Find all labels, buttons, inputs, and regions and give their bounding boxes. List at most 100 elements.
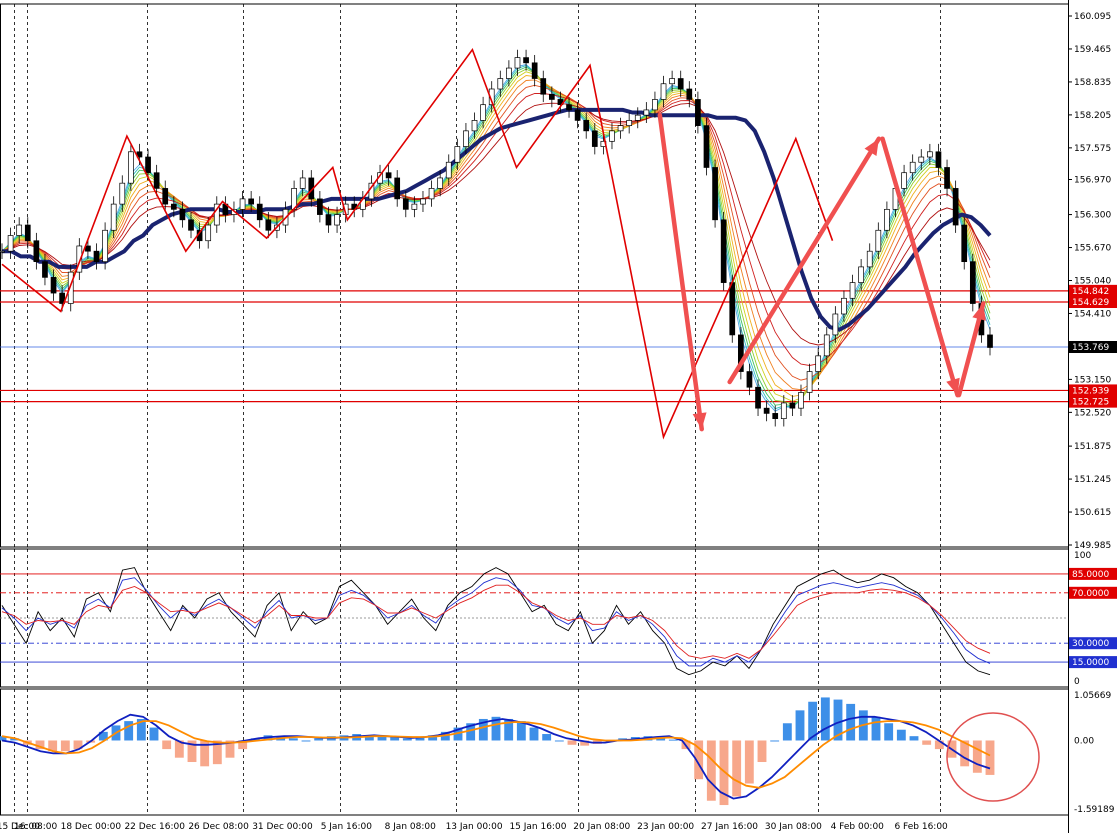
y-tick-label: 151.245 — [1074, 475, 1111, 485]
x-tick-label: 15 Jan 16:00 — [509, 822, 566, 832]
candle-body — [299, 177, 306, 189]
x-tick-label: 22 Dec 16:00 — [124, 822, 185, 832]
candle-body — [506, 67, 512, 79]
macd-histogram-bar — [288, 738, 298, 741]
y-tick-label: 160.095 — [1074, 12, 1111, 22]
price-level-badge — [1069, 284, 1117, 297]
price-level-label: 154.629 — [1072, 298, 1109, 308]
candle-body — [128, 151, 134, 184]
macd-histogram-bar — [808, 701, 818, 741]
macd-histogram-bar — [542, 734, 552, 741]
candle-body — [746, 371, 753, 388]
macd-histogram-bar — [732, 740, 742, 797]
x-tick-label: 5 Jan 16:00 — [321, 822, 373, 832]
x-tick-label: 26 Dec 08:00 — [188, 822, 249, 832]
y-tick-label: 155.670 — [1074, 244, 1111, 254]
stoch-level-badge — [1069, 637, 1117, 650]
candle-body — [634, 114, 641, 121]
macd-histogram-bar — [820, 697, 830, 741]
macd-histogram-bar — [567, 740, 577, 745]
macd-histogram-bar — [162, 740, 172, 750]
macd-histogram-bar — [174, 740, 184, 758]
candle-body — [944, 167, 950, 189]
candle-body — [849, 282, 856, 299]
trend-arrow-head — [864, 138, 879, 156]
candle-body — [110, 203, 117, 231]
candle-body — [574, 109, 581, 121]
y-tick-label: 158.835 — [1074, 78, 1111, 88]
macd-histogram-bar — [48, 740, 58, 752]
candle-body — [987, 334, 993, 348]
candle-body — [394, 177, 401, 200]
candle-body — [540, 78, 547, 95]
stoch-level-label: 85.0000 — [1072, 570, 1109, 580]
candle-body — [686, 88, 693, 100]
macd-histogram-bar — [466, 723, 476, 741]
macd-histogram-bar — [377, 736, 387, 741]
candle-body — [67, 271, 74, 304]
macd-histogram-bar — [795, 710, 805, 741]
candle-body — [153, 172, 160, 189]
x-tick-label: 20 Jan 08:00 — [573, 822, 630, 832]
candle-body — [660, 83, 667, 100]
candle-body — [738, 334, 744, 372]
candle-body — [566, 104, 572, 111]
macd-histogram-bar — [200, 740, 210, 767]
candle-body — [239, 198, 246, 210]
macd-histogram-bar — [136, 718, 146, 741]
x-tick-label: 6 Feb 16:00 — [894, 822, 948, 832]
macd-histogram-bar — [757, 740, 767, 763]
trend-arrow-shaft — [727, 136, 882, 385]
macd-histogram-bar — [415, 737, 425, 741]
macd-histogram-bar — [884, 723, 894, 741]
candle-body — [875, 229, 882, 252]
macd-histogram-bar — [668, 739, 678, 741]
price-level-badge — [1069, 296, 1117, 309]
y-tick-label: 156.300 — [1074, 211, 1111, 221]
candle-body — [454, 146, 461, 163]
macd-histogram-bar — [238, 740, 248, 750]
candle-body — [841, 297, 847, 315]
macd-histogram-bar — [440, 731, 450, 741]
candle-body — [411, 203, 418, 210]
candle-body — [703, 125, 710, 168]
candle-body — [583, 120, 590, 132]
x-tick-label: 18 Dec 00:00 — [61, 822, 122, 832]
stoch-y-tick-label: 100 — [1074, 551, 1091, 561]
candle-body — [652, 99, 658, 111]
price-level-badge — [1069, 384, 1117, 397]
y-tick-label: 150.615 — [1074, 508, 1111, 518]
candle-body — [866, 250, 873, 268]
candle-body — [918, 156, 925, 163]
macd-histogram-bar — [706, 740, 716, 801]
y-tick-label: 158.205 — [1074, 111, 1111, 121]
candle-body — [24, 224, 31, 242]
macd-histogram-bar — [922, 740, 932, 745]
macd-histogram-bar — [770, 740, 780, 742]
trend-arrow-head — [946, 377, 960, 396]
stoch-y-tick-label: 0 — [1074, 677, 1080, 687]
candle-body — [16, 224, 23, 236]
candle-body — [669, 78, 675, 85]
macd-histogram-bar — [314, 738, 324, 741]
macd-y-tick-label: -1.59189 — [1074, 805, 1115, 815]
macd-panel-frame — [0, 688, 1069, 816]
candle-body — [248, 198, 254, 205]
macd-histogram-bar — [364, 735, 374, 741]
zigzag-line — [1, 48, 834, 440]
stoch-level-badge — [1069, 567, 1117, 580]
candle-body — [50, 277, 57, 294]
macd-histogram-bar — [390, 737, 400, 741]
candle-body — [162, 188, 169, 205]
price-level-label: 152.725 — [1072, 398, 1109, 408]
macd-histogram-bar — [35, 740, 45, 750]
candle-body — [677, 78, 684, 90]
macd-line — [1, 713, 991, 800]
macd-histogram-bar — [846, 703, 856, 741]
ma-ribbon-line — [1, 71, 991, 402]
stoch-line — [1, 584, 991, 659]
candle-body — [334, 214, 340, 226]
stoch-level-badge — [1069, 656, 1117, 669]
macd-y-tick-label: 0.00 — [1074, 736, 1094, 746]
